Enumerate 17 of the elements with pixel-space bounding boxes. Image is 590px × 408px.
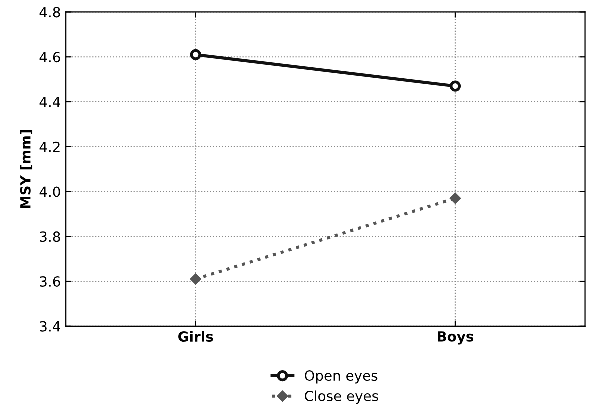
- point: [450, 192, 462, 204]
- legend-label: Open eyes: [305, 370, 378, 384]
- y-tick-label: 4.2: [40, 142, 60, 152]
- y-tick-label: 3.4: [40, 321, 60, 332]
- y-tick-label: 3.6: [40, 276, 60, 287]
- y-tick-label: 4.0: [40, 186, 60, 198]
- y-tick-label: 4.8: [40, 7, 60, 18]
- y-axis-title: MSY [mm]: [20, 130, 33, 208]
- legend-label: Close eyes: [305, 390, 378, 404]
- point: [450, 80, 462, 92]
- y-tick-label: 4.4: [40, 97, 60, 108]
- point: [190, 49, 202, 60]
- x-tick-label: Boys: [438, 332, 474, 345]
- y-tick-label: 4.6: [40, 52, 60, 63]
- x-tick-label: Girls: [178, 331, 214, 342]
- y-tick-label: 3.8: [40, 232, 60, 242]
- point: [190, 274, 202, 285]
